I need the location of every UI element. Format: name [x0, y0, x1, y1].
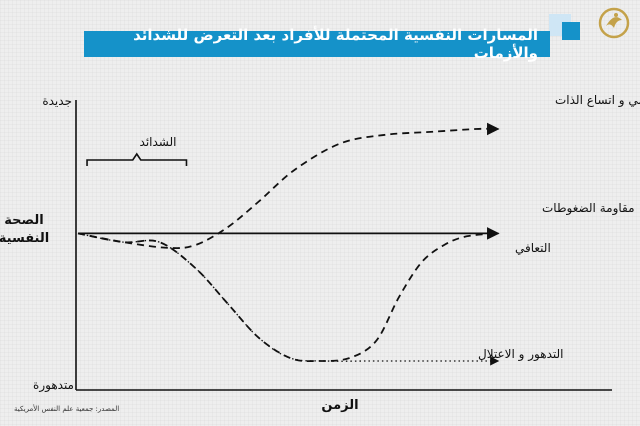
- x-axis-label: الزمن: [321, 398, 359, 413]
- adversity-label: الشدائد: [139, 135, 177, 149]
- series-deterioration-label: التدهور و الاعتلال: [478, 347, 564, 362]
- series-growth-line: [77, 122, 500, 250]
- title-accent-square-dark: [562, 22, 580, 40]
- series-recovery-line: [77, 232, 499, 363]
- series-resistance-label: مقاومة الضغوطات: [542, 201, 635, 216]
- series-deterioration-line: [77, 232, 500, 366]
- series-recovery-label: التعافي: [515, 241, 551, 255]
- y-axis-label: الصحة النفسية: [0, 213, 50, 246]
- source-note: المصدر: جمعية علم النفس الأمريكية: [14, 405, 120, 413]
- y-axis-bottom-label: متدهورة: [33, 378, 74, 392]
- al-jazeera-logo-icon: [598, 7, 630, 39]
- series-growth-label: النماء النفسي و اتساع الذات: [555, 93, 640, 108]
- adversity-bracket: [86, 152, 188, 166]
- y-axis-top-label: جديدة: [42, 94, 72, 108]
